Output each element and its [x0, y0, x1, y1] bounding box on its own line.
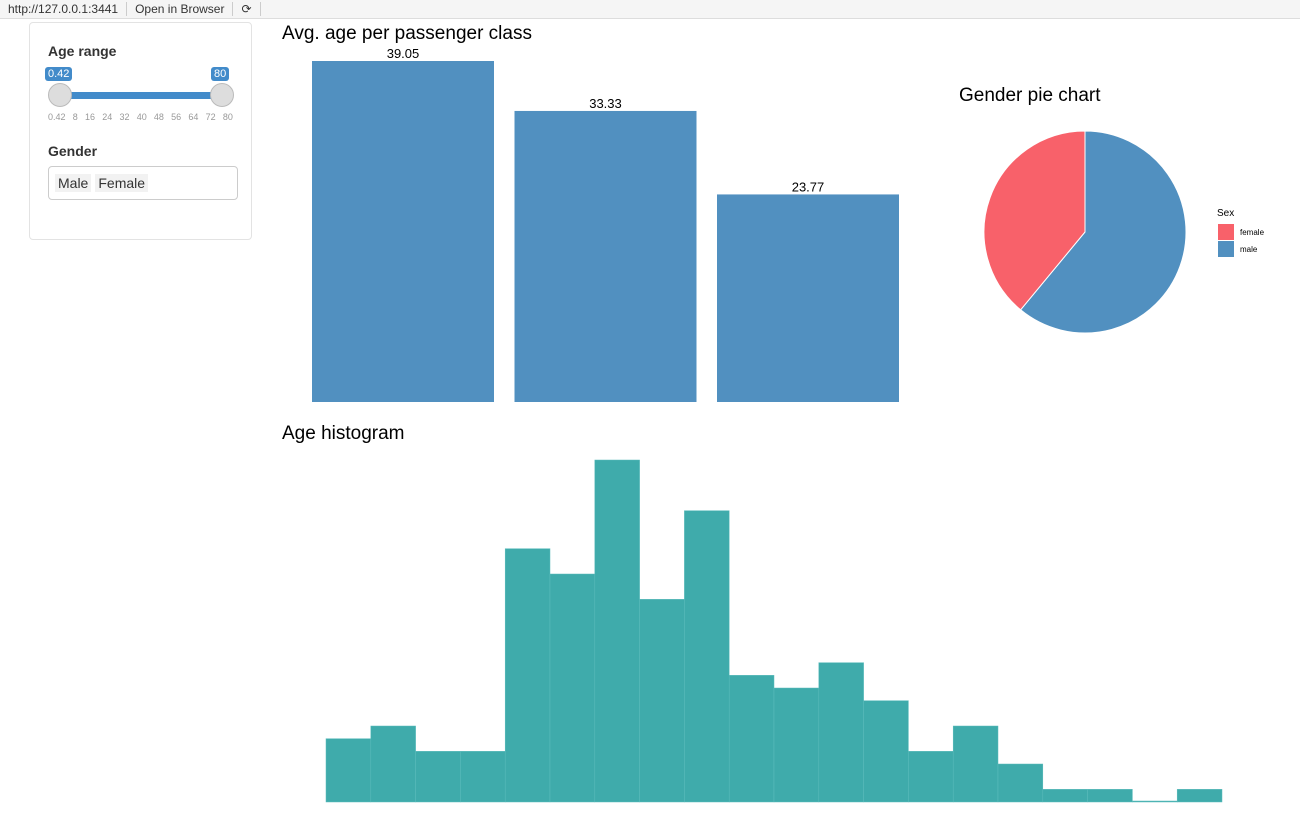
histogram-bin	[504, 548, 551, 803]
gender-option-female[interactable]: Female	[95, 174, 149, 192]
slider-tick-label: 8	[72, 112, 78, 122]
bar-3	[717, 194, 899, 402]
histogram-bin	[1042, 789, 1088, 803]
age-slider-min-handle[interactable]	[48, 83, 72, 107]
legend-swatch-male	[1218, 241, 1234, 257]
legend-label-female: female	[1240, 228, 1265, 237]
sidebar-panel: Age range 0.42 80 0.42 8 16 24 32 40 48 56 64 72 8…	[29, 22, 252, 240]
slider-tick-label: 56	[171, 112, 182, 122]
histogram-bin	[370, 725, 416, 803]
histogram-bin	[684, 510, 730, 803]
slider-tick-label: 64	[188, 112, 199, 122]
age-slider-track[interactable]	[60, 92, 222, 99]
bar-chart-title: Avg. age per passenger class	[282, 23, 532, 44]
viewer-toolbar: http://127.0.0.1:3441 Open in Browser ⟳	[0, 0, 1300, 19]
histogram-bin	[818, 662, 864, 803]
age-min-badge: 0.42	[45, 67, 73, 81]
slider-tick-label: 48	[153, 112, 164, 122]
age-max-badge: 80	[211, 67, 230, 81]
slider-tick-label: 24	[102, 112, 113, 122]
gender-option-male[interactable]: Male	[55, 174, 92, 192]
slider-tick-label: 72	[205, 112, 216, 122]
url-text: http://127.0.0.1:3441	[0, 2, 128, 16]
slider-tick-label: 40	[136, 112, 147, 122]
histogram-bin	[863, 700, 909, 803]
pie-slice-female	[983, 130, 1086, 311]
open-in-browser-button[interactable]: Open in Browser	[127, 2, 234, 16]
histogram-bin	[728, 675, 775, 803]
bar-value-label: 23.77	[792, 179, 825, 194]
slider-tick-label: 80	[222, 112, 233, 122]
histogram-bin	[1087, 789, 1133, 803]
histogram-bin	[325, 738, 372, 803]
slider-ticks: 0.42 8 16 24 32 40 48 56 64 72 80	[48, 112, 233, 122]
legend-label-male: male	[1240, 245, 1258, 254]
histogram-bin	[773, 687, 820, 803]
age-slider-max-handle[interactable]	[210, 83, 234, 107]
gender-select[interactable]: Male Female	[48, 166, 238, 200]
pie-slice-male	[1019, 130, 1187, 334]
slider-tick-label: 32	[119, 112, 130, 122]
age-range-label: Age range	[48, 43, 117, 59]
histogram-bin	[997, 763, 1044, 803]
bar-1	[312, 61, 494, 402]
histogram-bin	[1176, 789, 1223, 803]
pie-chart-title: Gender pie chart	[959, 85, 1101, 106]
histogram-title: Age histogram	[282, 423, 405, 444]
bar-value-label: 39.05	[387, 46, 420, 61]
bar-value-label: 33.33	[589, 96, 622, 111]
legend-swatch-female	[1218, 224, 1234, 240]
histogram-bin	[460, 751, 506, 803]
histogram-bin	[594, 459, 640, 803]
histogram-bin	[1132, 800, 1178, 803]
histogram-bin	[639, 599, 685, 803]
legend-title: Sex	[1217, 208, 1234, 219]
slider-tick-label: 0.42	[48, 112, 66, 122]
histogram-bin	[549, 573, 596, 803]
bar-2	[514, 110, 697, 403]
histogram-bin	[908, 751, 954, 803]
gender-label: Gender	[48, 143, 98, 159]
refresh-icon[interactable]: ⟳	[233, 2, 261, 16]
histogram-bin	[952, 725, 999, 803]
slider-tick-label: 16	[84, 112, 95, 122]
histogram-bin	[415, 751, 461, 803]
